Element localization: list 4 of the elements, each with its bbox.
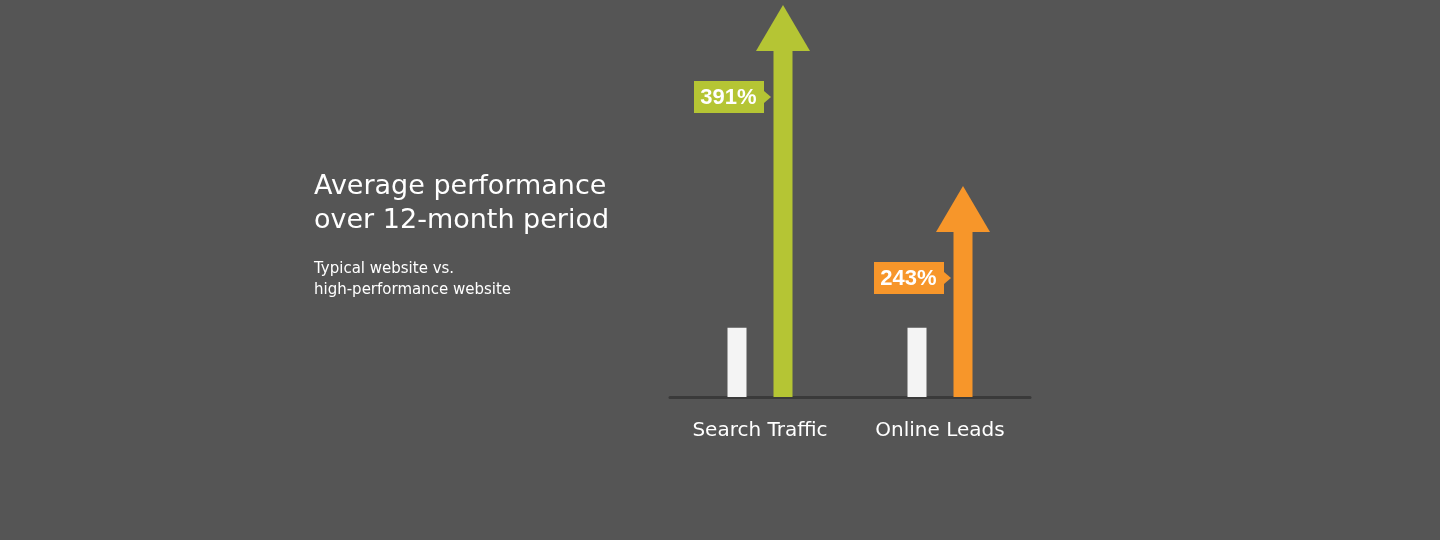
x-tick-label: Search Traffic [692,417,828,441]
x-tick-label: Online Leads [875,417,1005,441]
text: Average performance over 12-month period [314,168,610,234]
text: Typical website vs. high-performance website [313,258,512,298]
